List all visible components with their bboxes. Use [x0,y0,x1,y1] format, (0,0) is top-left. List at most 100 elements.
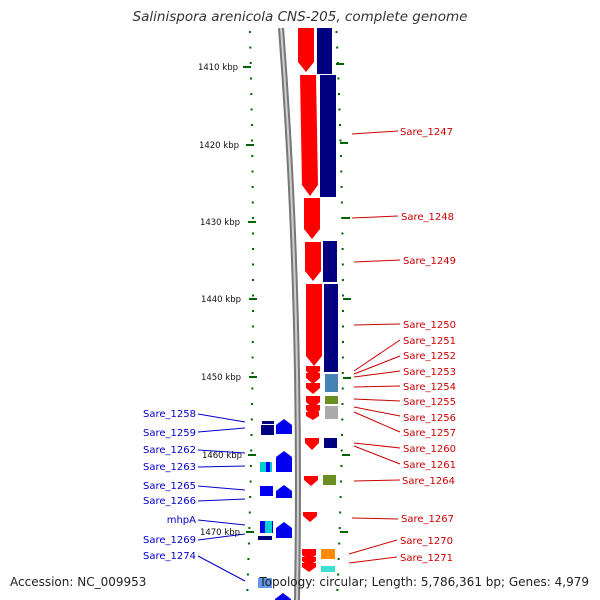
backbone-inner [280,27,299,600]
right-callout-lines [348,130,401,564]
scale-dot [251,186,254,188]
scale-dot [248,527,251,529]
scale-dot [251,325,254,328]
gene-arrow [304,476,318,486]
gene-label: Sare_1253 [403,367,456,378]
tick-label: 1410 kbp [198,63,238,73]
scale-dot [336,589,339,591]
gene-label: Sare_1264 [402,476,455,487]
scale-dot [251,372,254,374]
scale-dot [341,372,344,374]
scale-dot [249,465,252,467]
scale-dot [342,341,344,343]
scale-dot [341,263,344,266]
scale-dot [341,403,344,405]
scale-dot [246,589,249,591]
left-gene-labels[interactable]: Sare_1258 Sare_1259 Sare_1262 Sare_1263 … [143,409,196,562]
scale-dot [340,201,343,204]
gene-label: Sare_1267 [401,514,454,525]
scale-dot [250,434,253,436]
gene-label: Sare_1265 [143,481,196,492]
gene-arrow [303,512,317,522]
scale-dot [248,511,251,514]
tick-label: 1420 kbp [199,141,239,151]
gene-arrow [302,557,316,566]
gene-label: Sare_1260 [403,444,456,455]
scale-dot [251,341,254,343]
scale-dot [341,279,344,281]
scale-dot [248,31,251,33]
gene-arrow [276,485,292,498]
scale-dot [252,294,254,297]
left-cog-blocks [258,421,274,588]
gene-arrow [275,593,291,600]
genome-stats-text: Topology: circular; Length: 5,786,361 bp… [259,575,589,589]
scale-dot [247,558,250,560]
right-gene-labels[interactable]: Sare_1247 Sare_1248 Sare_1249 Sare_1250 … [400,127,456,564]
scale-dot [340,170,343,173]
scale-dot [251,403,254,405]
gene-label: Sare_1252 [403,351,456,362]
scale-dot [339,139,342,142]
scale-dot [338,93,340,95]
gene-label: Sare_1269 [143,535,196,546]
gene-arrow [276,459,292,472]
gene-label: Sare_1249 [403,256,456,267]
gene-arrow [300,75,318,196]
scale-dot [252,263,254,266]
gene-label: Sare_1274 [143,551,196,562]
scale-dot [251,217,254,219]
gene-arrow [305,242,321,281]
scale-dot [340,186,343,188]
gene-label: Sare_1255 [403,397,456,408]
scale-dot [250,93,253,95]
reverse-strand-genes[interactable] [275,419,292,600]
scale-dot [337,558,340,560]
forward-strand-genes[interactable] [298,28,322,572]
gene-label: Sare_1258 [143,409,196,420]
gene-arrow [302,563,316,572]
scale-dot [252,248,254,250]
gene-arrow [306,405,320,416]
tick-label: 1450 kbp [201,373,241,383]
scale-ticks: 1410 kbp 1420 kbp 1430 kbp 1440 kbp 1450… [198,63,257,538]
scale-dot [336,46,339,49]
gene-arrow [305,438,319,450]
gene-label: Sare_1259 [143,428,196,439]
left-callout-lines [197,413,246,582]
scale-dot [251,139,254,142]
right-ring-ticks [336,63,351,533]
gene-label: Sare_1266 [143,496,196,507]
scale-dot [337,573,340,576]
gene-arrow [306,373,320,384]
scale-dots-left [246,31,254,591]
gene-arrow [306,366,320,377]
gene-label: Sare_1247 [400,127,453,138]
tick-label: 1430 kbp [200,218,240,228]
scale-dot [339,511,342,514]
tick-label: 1470 kbp [200,528,240,538]
scale-dot [250,418,253,421]
scale-dot [339,155,342,157]
gene-label: Sare_1271 [400,553,453,564]
scale-dot [338,527,341,529]
gene-arrow [304,198,320,239]
scale-dot [339,496,342,498]
gene-label: Sare_1251 [403,336,456,347]
gene-arrow [276,522,292,538]
scale-dot [251,387,254,390]
gene-arrow [276,419,292,434]
scale-dot [340,449,343,452]
scale-dot [338,108,341,111]
scale-dot [251,356,254,359]
gene-label: Sare_1248 [401,212,454,223]
scale-dot [342,310,344,312]
gene-label: Sare_1261 [403,460,456,471]
scale-dot [341,434,343,436]
scale-dot [247,542,250,545]
scale-dot [252,279,254,281]
scale-dot [341,418,344,421]
scale-dot [251,170,254,173]
scale-dot [250,77,252,80]
